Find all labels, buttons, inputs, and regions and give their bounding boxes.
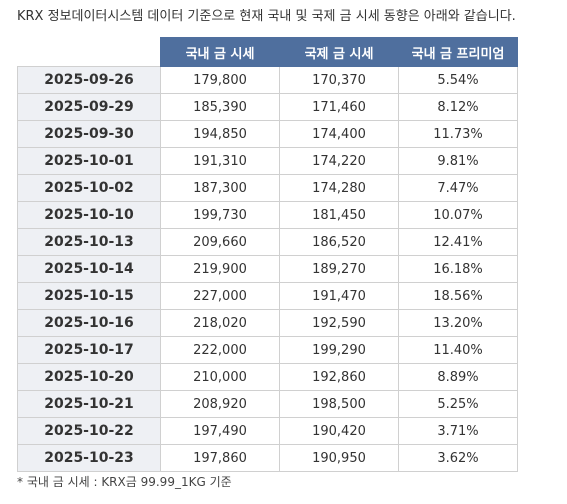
premium-cell: 13.20% bbox=[398, 309, 518, 337]
date-cell: 2025-09-30 bbox=[17, 120, 161, 148]
table-row: 2025-09-29 185,390 171,460 8.12% bbox=[17, 93, 518, 121]
international-price-cell: 192,860 bbox=[279, 363, 399, 391]
domestic-price-cell: 179,800 bbox=[160, 66, 280, 94]
domestic-price-cell: 187,300 bbox=[160, 174, 280, 202]
premium-cell: 11.73% bbox=[398, 120, 518, 148]
date-cell: 2025-10-02 bbox=[17, 174, 161, 202]
table-row: 2025-10-23 197,860 190,950 3.62% bbox=[17, 444, 518, 472]
table-row: 2025-10-17 222,000 199,290 11.40% bbox=[17, 336, 518, 364]
date-cell: 2025-10-21 bbox=[17, 390, 161, 418]
domestic-price-cell: 209,660 bbox=[160, 228, 280, 256]
date-cell: 2025-09-29 bbox=[17, 93, 161, 121]
table-row: 2025-10-21 208,920 198,500 5.25% bbox=[17, 390, 518, 418]
premium-cell: 5.54% bbox=[398, 66, 518, 94]
international-price-cell: 190,950 bbox=[279, 444, 399, 472]
gold-price-table: 국내 금 시세 국제 금 시세 국내 금 프리미엄 2025-09-26 179,… bbox=[17, 37, 518, 472]
date-cell: 2025-09-26 bbox=[17, 66, 161, 94]
international-price-cell: 170,370 bbox=[279, 66, 399, 94]
domestic-price-cell: 197,860 bbox=[160, 444, 280, 472]
header-blank bbox=[17, 37, 161, 67]
premium-cell: 9.81% bbox=[398, 147, 518, 175]
premium-cell: 7.47% bbox=[398, 174, 518, 202]
premium-cell: 3.62% bbox=[398, 444, 518, 472]
table-row: 2025-10-10 199,730 181,450 10.07% bbox=[17, 201, 518, 229]
table-row: 2025-10-14 219,900 189,270 16.18% bbox=[17, 255, 518, 283]
table-row: 2025-09-26 179,800 170,370 5.54% bbox=[17, 66, 518, 94]
premium-cell: 16.18% bbox=[398, 255, 518, 283]
header-domestic: 국내 금 시세 bbox=[160, 37, 280, 67]
date-cell: 2025-10-14 bbox=[17, 255, 161, 283]
international-price-cell: 174,220 bbox=[279, 147, 399, 175]
table-row: 2025-10-13 209,660 186,520 12.41% bbox=[17, 228, 518, 256]
domestic-price-cell: 219,900 bbox=[160, 255, 280, 283]
date-cell: 2025-10-16 bbox=[17, 309, 161, 337]
date-cell: 2025-10-01 bbox=[17, 147, 161, 175]
domestic-price-cell: 218,020 bbox=[160, 309, 280, 337]
international-price-cell: 191,470 bbox=[279, 282, 399, 310]
table-row: 2025-10-16 218,020 192,590 13.20% bbox=[17, 309, 518, 337]
date-cell: 2025-10-23 bbox=[17, 444, 161, 472]
domestic-price-cell: 194,850 bbox=[160, 120, 280, 148]
footnote-text: * 국내 금 시세 : KRX금 99.99_1KG 기준 bbox=[17, 475, 232, 489]
header-premium: 국내 금 프리미엄 bbox=[398, 37, 518, 67]
domestic-price-cell: 199,730 bbox=[160, 201, 280, 229]
international-price-cell: 189,270 bbox=[279, 255, 399, 283]
date-cell: 2025-10-20 bbox=[17, 363, 161, 391]
international-price-cell: 192,590 bbox=[279, 309, 399, 337]
header-international: 국제 금 시세 bbox=[279, 37, 399, 67]
table-row: 2025-10-22 197,490 190,420 3.71% bbox=[17, 417, 518, 445]
international-price-cell: 198,500 bbox=[279, 390, 399, 418]
premium-cell: 8.89% bbox=[398, 363, 518, 391]
domestic-price-cell: 227,000 bbox=[160, 282, 280, 310]
date-cell: 2025-10-15 bbox=[17, 282, 161, 310]
table-body: 2025-09-26 179,800 170,370 5.54% 2025-09-29 1… bbox=[17, 66, 518, 472]
domestic-price-cell: 222,000 bbox=[160, 336, 280, 364]
date-cell: 2025-10-22 bbox=[17, 417, 161, 445]
table-row: 2025-10-20 210,000 192,860 8.89% bbox=[17, 363, 518, 391]
premium-cell: 11.40% bbox=[398, 336, 518, 364]
international-price-cell: 181,450 bbox=[279, 201, 399, 229]
premium-cell: 5.25% bbox=[398, 390, 518, 418]
table-header-row: 국내 금 시세 국제 금 시세 국내 금 프리미엄 bbox=[17, 37, 518, 67]
premium-cell: 12.41% bbox=[398, 228, 518, 256]
premium-cell: 8.12% bbox=[398, 93, 518, 121]
international-price-cell: 186,520 bbox=[279, 228, 399, 256]
domestic-price-cell: 210,000 bbox=[160, 363, 280, 391]
domestic-price-cell: 197,490 bbox=[160, 417, 280, 445]
caption-text: KRX 정보데이터시스템 데이터 기준으로 현재 국내 및 국제 금 시세 동향… bbox=[17, 9, 516, 24]
international-price-cell: 190,420 bbox=[279, 417, 399, 445]
table-row: 2025-10-15 227,000 191,470 18.56% bbox=[17, 282, 518, 310]
date-cell: 2025-10-13 bbox=[17, 228, 161, 256]
domestic-price-cell: 185,390 bbox=[160, 93, 280, 121]
international-price-cell: 174,280 bbox=[279, 174, 399, 202]
date-cell: 2025-10-17 bbox=[17, 336, 161, 364]
premium-cell: 3.71% bbox=[398, 417, 518, 445]
international-price-cell: 174,400 bbox=[279, 120, 399, 148]
domestic-price-cell: 208,920 bbox=[160, 390, 280, 418]
table-row: 2025-10-02 187,300 174,280 7.47% bbox=[17, 174, 518, 202]
premium-cell: 10.07% bbox=[398, 201, 518, 229]
international-price-cell: 171,460 bbox=[279, 93, 399, 121]
domestic-price-cell: 191,310 bbox=[160, 147, 280, 175]
premium-cell: 18.56% bbox=[398, 282, 518, 310]
table-row: 2025-10-01 191,310 174,220 9.81% bbox=[17, 147, 518, 175]
international-price-cell: 199,290 bbox=[279, 336, 399, 364]
date-cell: 2025-10-10 bbox=[17, 201, 161, 229]
table-row: 2025-09-30 194,850 174,400 11.73% bbox=[17, 120, 518, 148]
